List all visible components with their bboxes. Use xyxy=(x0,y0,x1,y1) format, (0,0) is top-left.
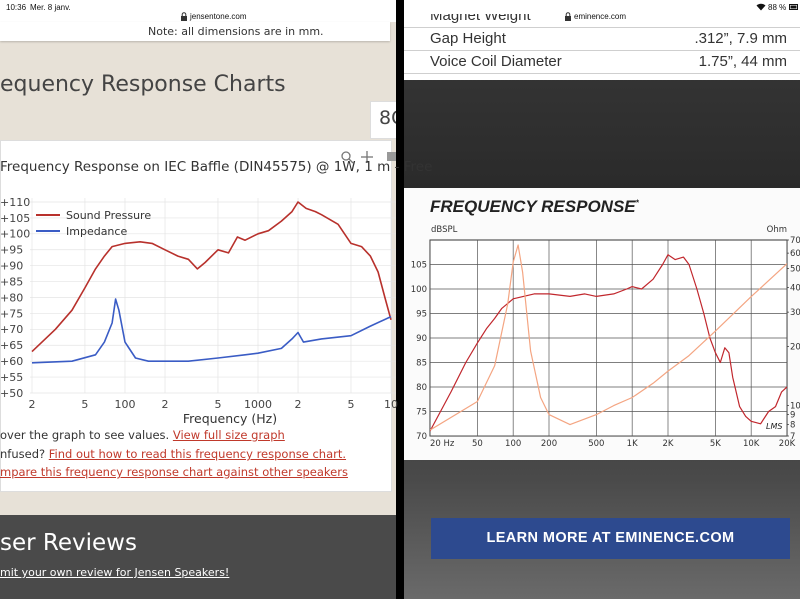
button-label[interactable]: LEARN MORE AT EMINENCE.COM xyxy=(486,530,735,546)
confused-line: nfused? Find out how to read this freque… xyxy=(0,447,346,461)
spec-row: Magnet Weight xyxy=(404,14,800,28)
spec-row: Gap Height .312”, 7.9 mm xyxy=(404,27,800,51)
spec-label: Voice Coil Diameter xyxy=(430,53,562,70)
reviews-band xyxy=(0,515,396,599)
heading-text: FREQUENCY RESPONSE xyxy=(430,197,636,216)
chart-panel xyxy=(404,188,800,460)
left-pane: 10:36 Mer. 8 janv. jensentone.com Note: … xyxy=(0,0,396,599)
note-card xyxy=(0,22,390,41)
learn-more-button[interactable] xyxy=(431,518,790,559)
lock-icon xyxy=(181,12,187,21)
confused-link[interactable]: Find out how to read this frequency resp… xyxy=(48,447,347,461)
note: Note: all dimensions are in mm. xyxy=(148,25,324,38)
reviews-link[interactable]: mit your own review for Jensen Speakers! xyxy=(0,566,230,579)
spec-row: Voice Coil Diameter 1.75”, 44 mm xyxy=(404,50,800,74)
hover-link[interactable]: View full size graph xyxy=(172,428,285,442)
status-bar xyxy=(0,0,396,22)
url[interactable]: jensentone.com xyxy=(190,12,247,21)
lock-icon xyxy=(565,12,571,21)
select-box[interactable] xyxy=(370,101,396,139)
right-pane: Magnet Weight Gap Height .312”, 7.9 mm Vo… xyxy=(404,0,800,599)
spec-value: 1.75”, 44 mm xyxy=(698,53,787,70)
hover-line: over the graph to see values. View full … xyxy=(0,428,285,442)
hover-text: over the graph to see values. xyxy=(0,428,170,442)
url[interactable]: eminence.com xyxy=(574,12,627,21)
status-bar xyxy=(404,0,800,12)
wifi-icon xyxy=(756,3,766,11)
time: 10:36 xyxy=(6,3,27,12)
frequency-heading: FREQUENCY RESPONSE* xyxy=(430,197,639,217)
specs-table: Magnet Weight Gap Height .312”, 7.9 mm Vo… xyxy=(404,14,800,80)
spec-label: Magnet Weight xyxy=(430,14,531,24)
date: Mer. 8 janv. xyxy=(30,3,71,12)
battery-icon xyxy=(789,4,798,10)
confused-text: nfused? xyxy=(0,447,46,461)
heading-mark: * xyxy=(635,198,639,208)
compare-link[interactable]: mpare this frequency response chart agai… xyxy=(0,465,348,479)
select-value[interactable]: 8C xyxy=(379,107,396,129)
heading: equency Response Charts xyxy=(0,72,286,97)
battery: 88 % xyxy=(768,3,787,12)
reviews-heading: ser Reviews xyxy=(0,530,137,556)
spec-value: .312”, 7.9 mm xyxy=(694,30,787,47)
spec-label: Gap Height xyxy=(430,30,506,47)
